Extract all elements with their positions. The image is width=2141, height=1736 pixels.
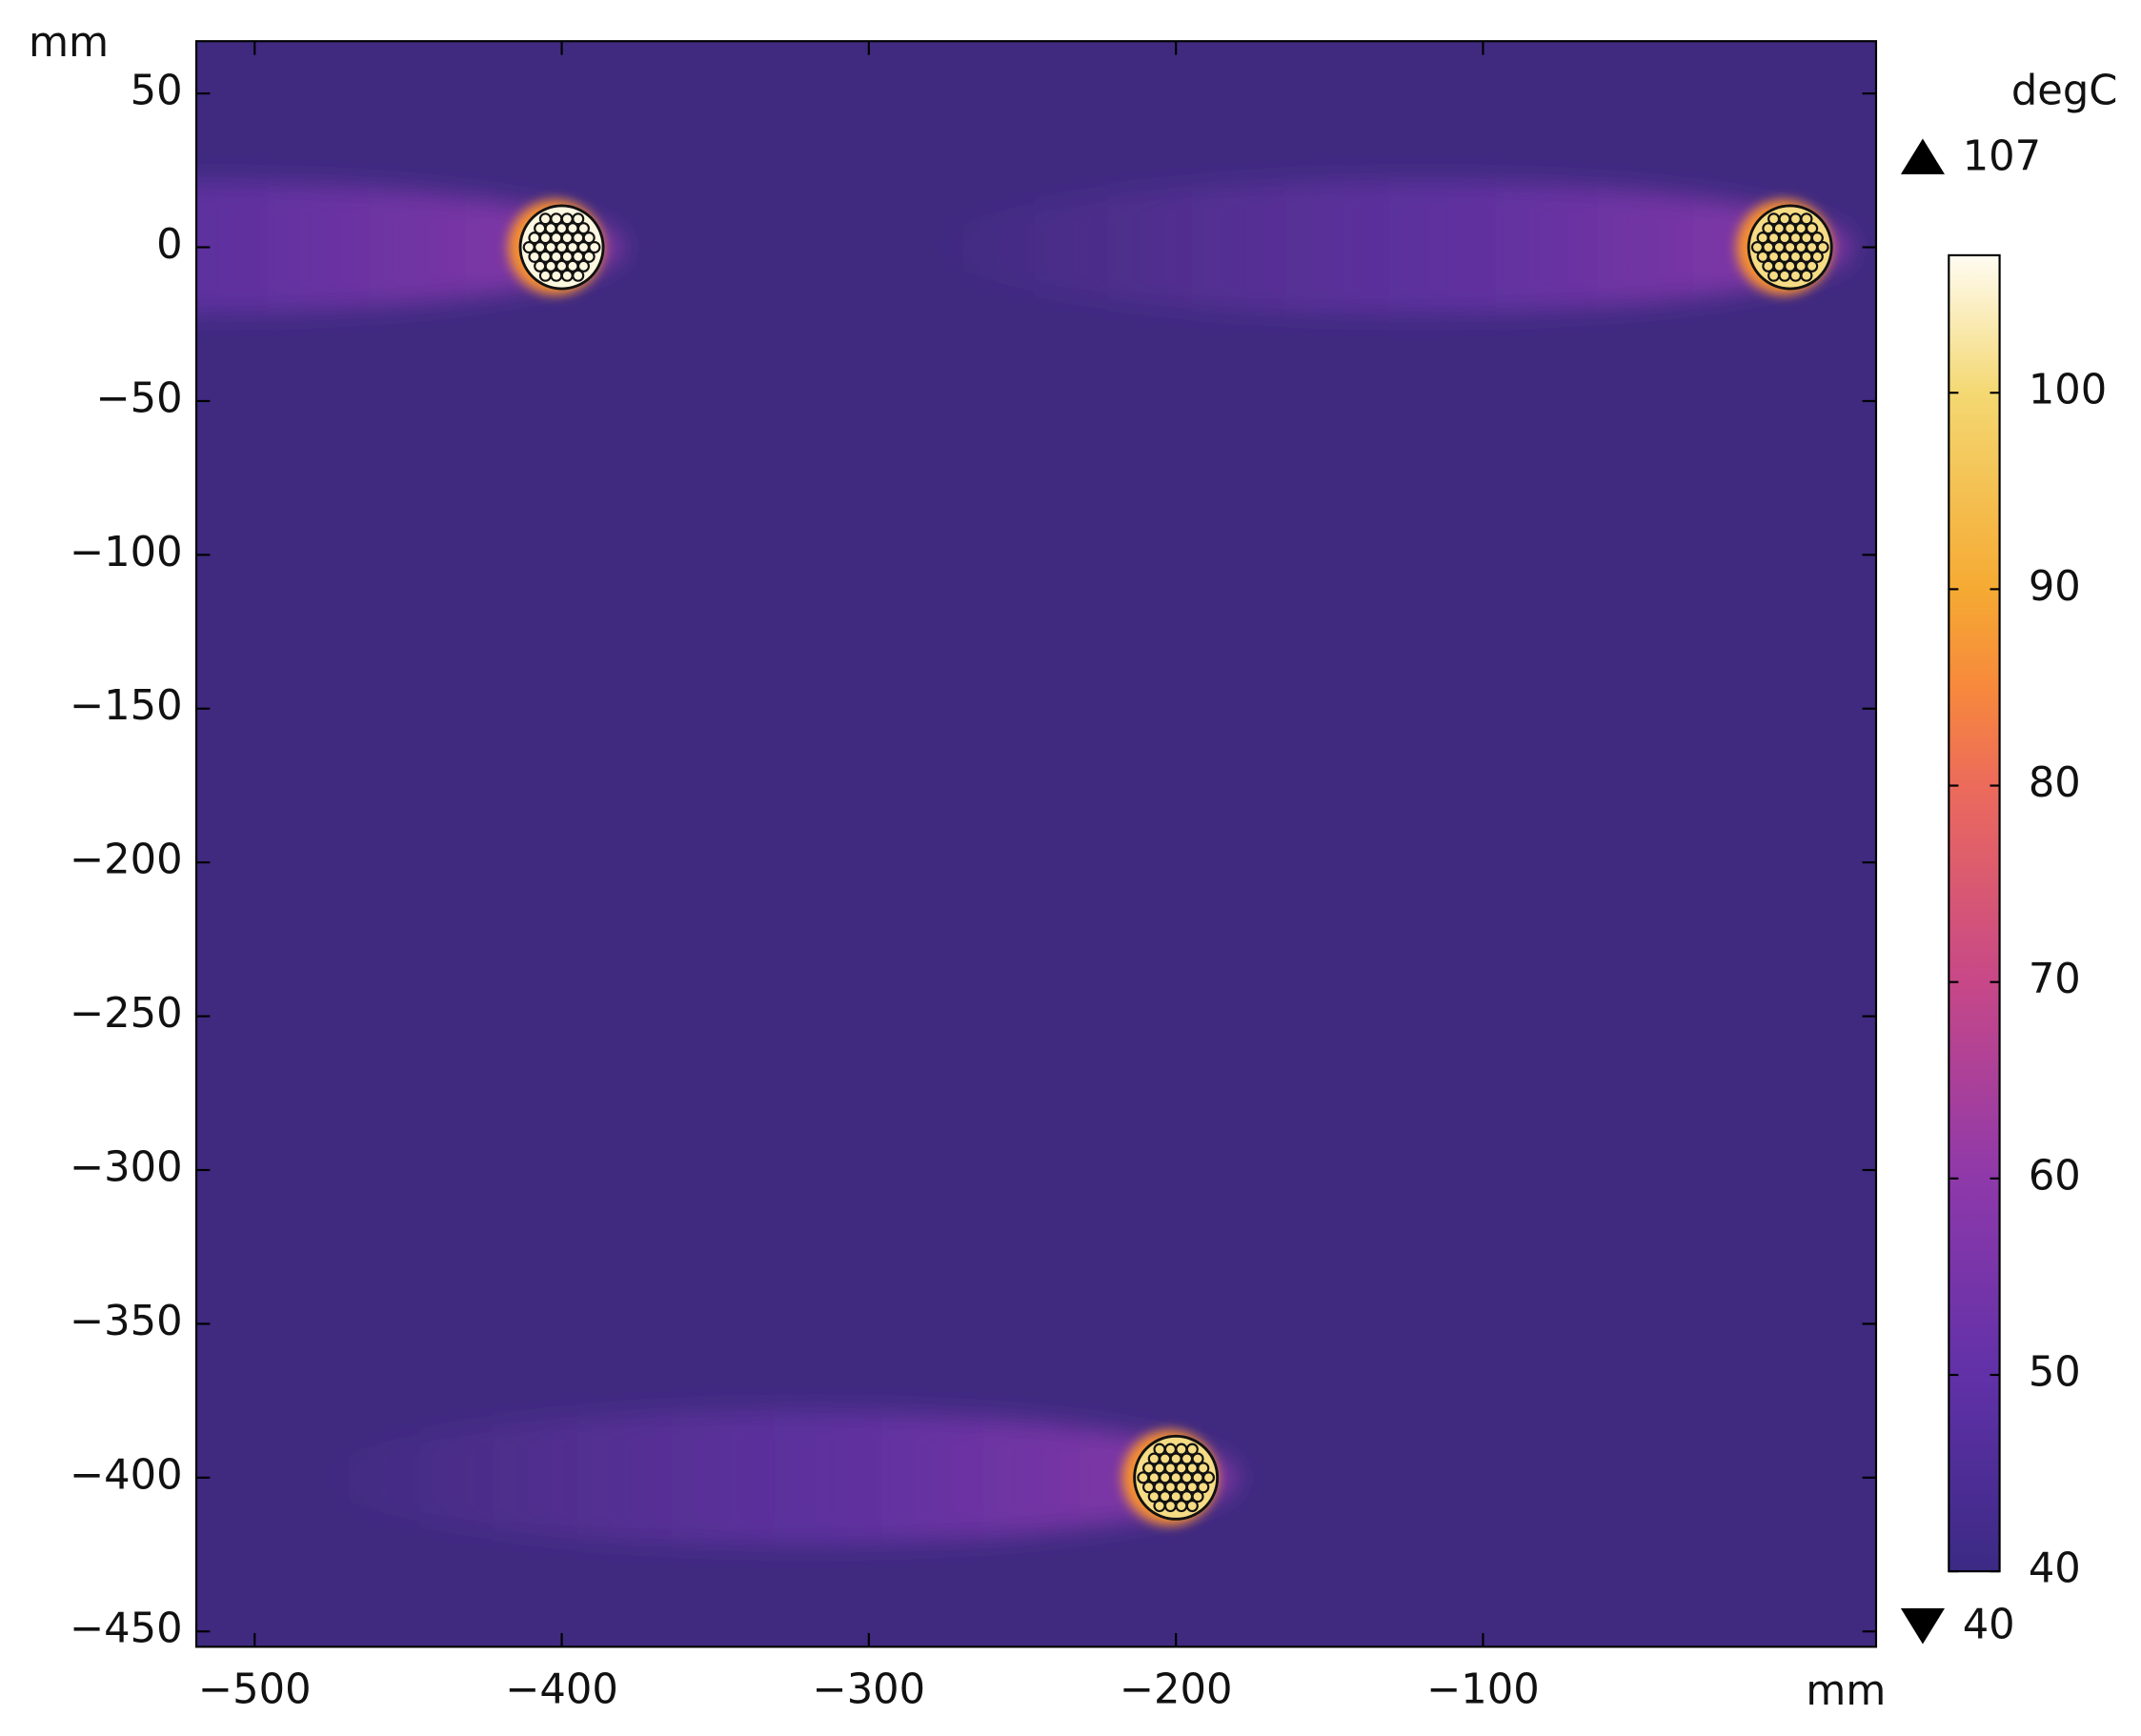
heat-plume xyxy=(930,179,1852,315)
conductor xyxy=(560,212,574,226)
colorbar-tick-label: 100 xyxy=(2029,367,2107,414)
x-tick-label: −200 xyxy=(1120,1665,1233,1713)
conductor xyxy=(1141,1481,1156,1494)
conductor xyxy=(1202,1471,1216,1484)
y-tick-label: −150 xyxy=(70,682,183,730)
conductor xyxy=(538,269,552,282)
plot-area xyxy=(196,41,1876,1647)
conductor xyxy=(1137,1471,1150,1484)
colorbar-tick-label: 50 xyxy=(2029,1349,2081,1397)
conductor xyxy=(522,240,535,254)
y-tick-label: −100 xyxy=(70,529,183,576)
min-marker xyxy=(1900,1608,1945,1645)
y-tick-label: −200 xyxy=(70,837,183,884)
y-tick-label: −300 xyxy=(70,1143,183,1191)
conductor xyxy=(1806,222,1819,235)
colorbar-tick-label: 60 xyxy=(2029,1152,2081,1200)
conductor xyxy=(1175,1443,1188,1456)
conductor xyxy=(1756,250,1769,263)
conductor xyxy=(1153,1443,1166,1456)
conductor xyxy=(1800,212,1813,226)
conductor xyxy=(1191,1490,1204,1504)
conductor xyxy=(1767,269,1781,282)
conductor xyxy=(1810,232,1824,245)
y-unit: mm xyxy=(29,19,109,67)
conductor xyxy=(1806,259,1819,273)
conductor xyxy=(576,259,590,273)
conductor xyxy=(1185,1499,1199,1513)
conductor xyxy=(1767,212,1781,226)
conductor xyxy=(1750,240,1764,254)
colorbar-tick-label: 70 xyxy=(2029,956,2081,1003)
colorbar-unit: degC xyxy=(2011,67,2118,114)
colorbar xyxy=(1948,253,2001,1573)
conductor xyxy=(1147,1490,1161,1504)
conductor xyxy=(1756,232,1769,245)
conductor xyxy=(1778,269,1791,282)
conductor xyxy=(534,222,547,235)
conductor xyxy=(582,250,596,263)
conductor xyxy=(1197,1481,1210,1494)
conductor xyxy=(582,232,596,245)
y-tick-label: −50 xyxy=(95,374,182,422)
conductor xyxy=(550,269,563,282)
conductor xyxy=(1147,1452,1161,1465)
y-tick-label: −350 xyxy=(70,1298,183,1345)
conductor xyxy=(1175,1499,1188,1513)
max-label: 107 xyxy=(1963,133,2041,181)
y-tick-label: −450 xyxy=(70,1605,183,1653)
conductor xyxy=(1141,1462,1156,1475)
colorbar-tick-label: 90 xyxy=(2029,563,2081,611)
y-tick-label: −400 xyxy=(70,1451,183,1499)
conductor xyxy=(528,250,541,263)
plot-frame xyxy=(194,40,1878,1648)
conductor xyxy=(1762,259,1775,273)
x-tick-label: −300 xyxy=(813,1665,926,1713)
heat-plume xyxy=(315,1409,1238,1545)
conductor xyxy=(572,212,585,226)
conductor xyxy=(528,232,541,245)
conductor xyxy=(538,212,552,226)
x-tick-label: −400 xyxy=(505,1665,618,1713)
conductor xyxy=(534,259,547,273)
conductor xyxy=(1762,222,1775,235)
conductor xyxy=(1163,1443,1177,1456)
heat-plume xyxy=(196,179,623,315)
max-marker xyxy=(1900,138,1945,174)
conductor xyxy=(588,240,601,254)
x-unit: mm xyxy=(1806,1667,1886,1715)
conductor xyxy=(576,222,590,235)
conductor xyxy=(1163,1499,1177,1513)
plot-background xyxy=(196,41,1876,1647)
conductor xyxy=(1788,269,1803,282)
conductor xyxy=(1185,1443,1199,1456)
conductor xyxy=(572,269,585,282)
conductor xyxy=(1800,269,1813,282)
x-tick-label: −100 xyxy=(1426,1665,1540,1713)
min-label: 40 xyxy=(1963,1602,2015,1649)
colorbar-tick-label: 40 xyxy=(2029,1545,2081,1593)
conductor xyxy=(1816,240,1829,254)
conductor xyxy=(1778,212,1791,226)
conductor xyxy=(1191,1452,1204,1465)
conductor xyxy=(550,212,563,226)
colorbar-tick-label: 80 xyxy=(2029,759,2081,807)
conductor xyxy=(1153,1499,1166,1513)
y-tick-label: 0 xyxy=(156,221,182,269)
conductor xyxy=(1810,250,1824,263)
conductor xyxy=(1197,1462,1210,1475)
y-tick-label: 50 xyxy=(131,68,183,115)
conductor xyxy=(560,269,574,282)
conductor xyxy=(1788,212,1803,226)
y-tick-label: −250 xyxy=(70,990,183,1038)
x-tick-label: −500 xyxy=(198,1665,312,1713)
